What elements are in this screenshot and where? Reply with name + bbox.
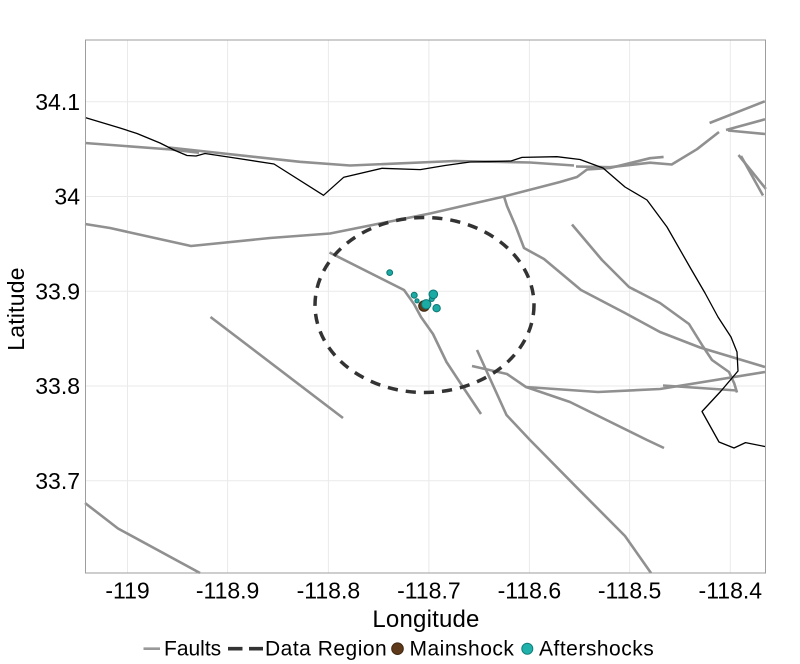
svg-text:-118.7: -118.7: [397, 578, 461, 604]
svg-text:34.1: 34.1: [35, 89, 80, 115]
svg-text:33.9: 33.9: [35, 279, 80, 305]
svg-text:Aftershocks: Aftershocks: [539, 638, 654, 661]
svg-text:-118.9: -118.9: [196, 578, 260, 604]
svg-text:33.8: 33.8: [35, 373, 80, 399]
svg-text:Longitude: Longitude: [372, 606, 479, 633]
svg-text:Latitude: Latitude: [3, 267, 29, 350]
svg-text:Mainshock: Mainshock: [410, 638, 515, 661]
svg-text:-119: -119: [105, 578, 149, 604]
svg-text:-118.6: -118.6: [498, 578, 562, 604]
svg-text:-118.8: -118.8: [297, 578, 361, 604]
svg-text:-118.5: -118.5: [598, 578, 662, 604]
svg-text:-118.4: -118.4: [699, 578, 763, 604]
svg-text:33.7: 33.7: [35, 468, 80, 494]
svg-text:34: 34: [54, 184, 80, 210]
svg-text:Data Region: Data Region: [265, 638, 387, 661]
svg-text:Faults: Faults: [164, 638, 221, 661]
